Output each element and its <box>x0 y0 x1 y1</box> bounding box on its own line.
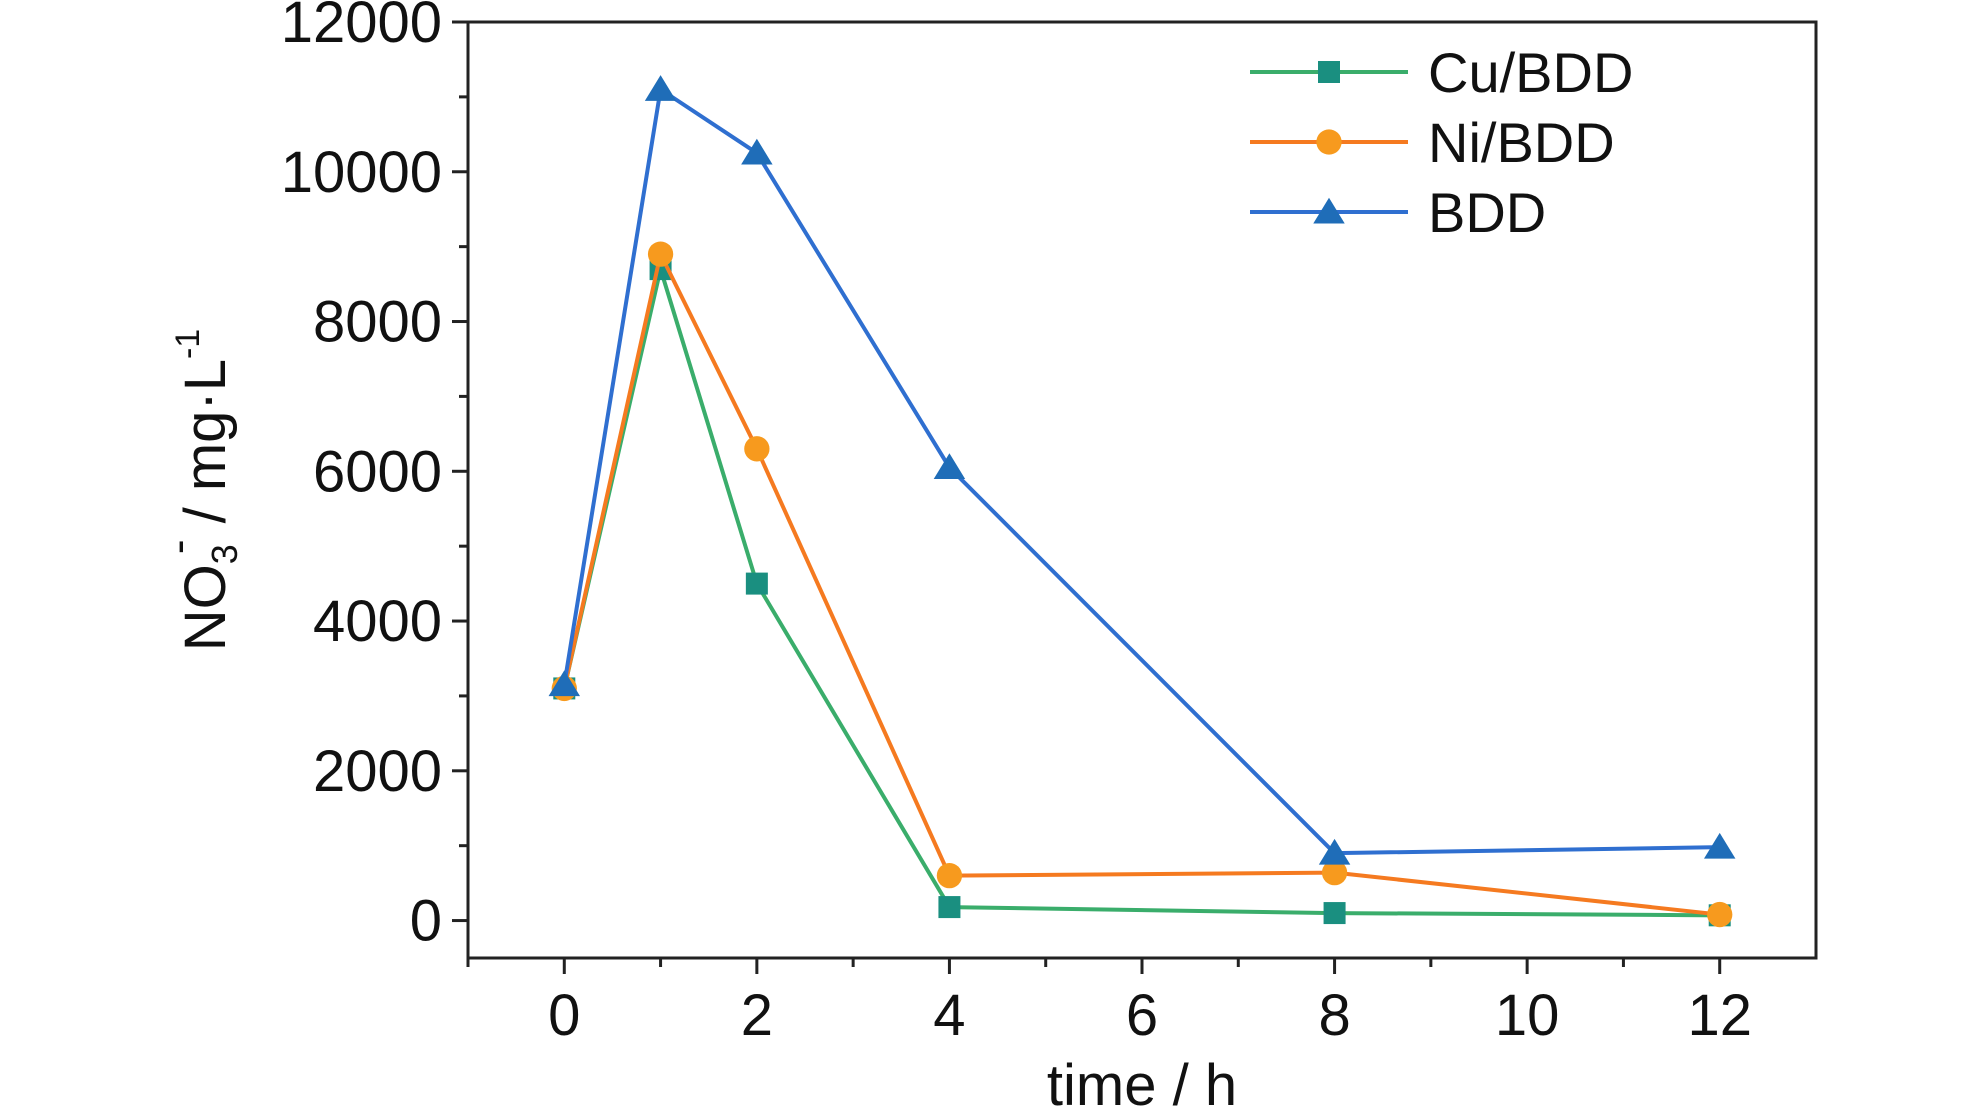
series-cu-bdd <box>553 258 1731 927</box>
data-point <box>644 75 677 101</box>
data-point <box>741 138 773 165</box>
x-tick-label: 2 <box>741 983 773 1048</box>
legend-label: Ni/BDD <box>1428 111 1615 174</box>
x-tick-label: 8 <box>1318 983 1350 1048</box>
data-point <box>548 670 581 697</box>
legend-item: BDD <box>1250 181 1546 244</box>
x-tick-label: 6 <box>1126 983 1158 1048</box>
data-point <box>744 436 770 462</box>
series-ni-bdd <box>551 241 1733 928</box>
y-axis-title-subscript: 3 <box>204 544 245 564</box>
data-point <box>938 896 961 919</box>
data-point <box>647 241 674 267</box>
x-tick-label: 10 <box>1495 983 1560 1048</box>
data-point <box>1323 902 1346 925</box>
legend-marker <box>1316 129 1342 155</box>
legend-item: Ni/BDD <box>1250 111 1615 174</box>
y-axis-title-unit-superscript: -1 <box>169 329 207 359</box>
svg-text:NO3- / mg·L-1: NO3- / mg·L-1 <box>154 329 245 651</box>
legend-label: BDD <box>1428 181 1546 244</box>
y-tick-label: 12000 <box>281 0 442 55</box>
x-tick-label: 0 <box>548 983 580 1048</box>
y-tick-label: 10000 <box>281 140 442 205</box>
data-point <box>936 862 963 889</box>
y-axis: 0 2000 4000 6000 8000 10000 12000 <box>281 0 468 954</box>
legend-marker <box>1318 61 1340 83</box>
y-tick-label: 2000 <box>313 739 442 804</box>
x-tick-label: 4 <box>933 983 965 1048</box>
legend-marker <box>1313 197 1345 224</box>
x-tick-label: 12 <box>1687 983 1752 1048</box>
data-point <box>745 572 768 595</box>
data-point <box>1707 901 1733 928</box>
x-axis: 0 2 4 6 8 10 12 <box>466 958 1752 1048</box>
series-layer <box>548 75 1736 928</box>
series-line <box>562 252 1720 917</box>
y-tick-label: 4000 <box>313 589 442 654</box>
series-bdd <box>548 75 1736 865</box>
y-axis-title-unit: / mg·L <box>173 359 238 540</box>
y-axis-title-superscript: - <box>154 540 203 555</box>
data-point <box>1703 832 1736 859</box>
legend: Cu/BDD Ni/BDD BDD <box>1250 41 1633 244</box>
data-point <box>1318 838 1351 865</box>
series-line <box>562 267 1720 918</box>
y-axis-title: NO3- / mg·L-1 <box>154 329 245 651</box>
y-tick-label: 6000 <box>313 439 442 504</box>
x-axis-title: time / h <box>1047 1053 1237 1110</box>
y-tick-label: 8000 <box>313 290 442 355</box>
y-tick-label: 0 <box>410 889 442 954</box>
legend-label: Cu/BDD <box>1428 41 1633 104</box>
data-point <box>933 453 966 479</box>
legend-item: Cu/BDD <box>1250 41 1633 104</box>
y-axis-title-main: NO <box>173 564 238 651</box>
series-line <box>562 87 1720 856</box>
data-point <box>1321 859 1348 886</box>
